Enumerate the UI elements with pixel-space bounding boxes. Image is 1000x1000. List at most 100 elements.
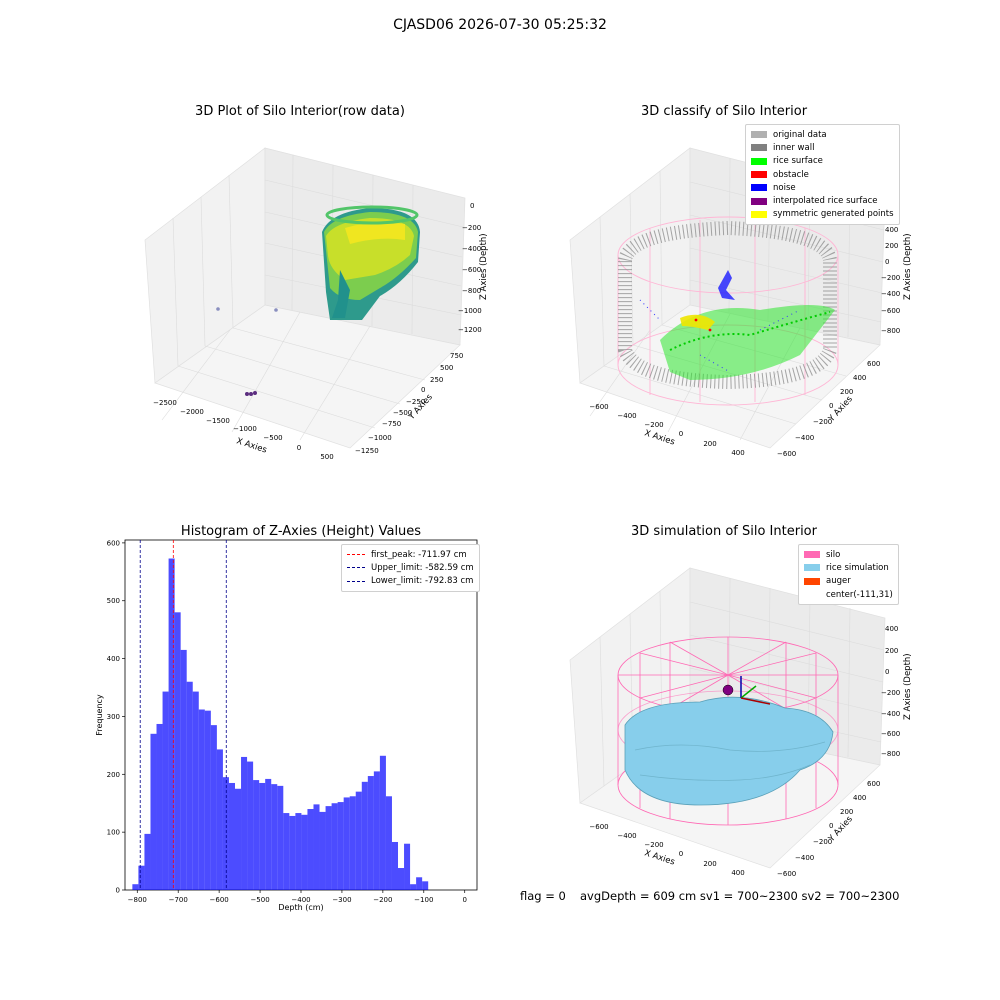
- tick-label: −2500: [153, 399, 177, 407]
- legend-swatch: [804, 577, 820, 585]
- tick-label: −200: [644, 421, 663, 429]
- y-tick-label: 200: [107, 771, 120, 779]
- panel-br-z-ticks: 400 200 0 −200 −400 −600 −800: [881, 625, 900, 758]
- tick-label: 200: [885, 242, 898, 250]
- histogram-bar: [265, 778, 272, 890]
- legend-swatch: [751, 171, 767, 179]
- histogram-bar: [398, 868, 405, 890]
- panel-tl-ylabel: Y Axies: [406, 392, 435, 423]
- panel-tl-title: 3D Plot of Silo Interior(row data): [195, 104, 405, 119]
- legend-swatch: [804, 591, 820, 598]
- legend-item-symmetric: symmetric generated points: [751, 208, 894, 221]
- histogram-bar: [150, 733, 157, 890]
- panel-tl-3d-plot: −2500 −2000 −1500 −1000 −500 0 500 X Axi…: [144, 147, 489, 461]
- tick-label: 0: [679, 430, 683, 438]
- histogram-y-ticks: 0 100 200 300 400 500 600: [107, 539, 125, 895]
- histogram-bar: [277, 785, 284, 890]
- legend-line: [347, 567, 365, 569]
- legend-swatch: [751, 210, 767, 218]
- tick-label: −2000: [180, 408, 204, 416]
- panel-tr-zlabel: Z Axies (Depth): [903, 233, 913, 300]
- histogram-bar: [289, 815, 296, 890]
- panel-br-zlabel: Z Axies (Depth): [903, 653, 913, 720]
- tick-label: −600: [881, 730, 900, 738]
- panel-tr-obstacle-points: [694, 318, 712, 332]
- y-tick-label: 300: [107, 713, 120, 721]
- tick-label: 400: [853, 794, 866, 802]
- tick-label: 0: [885, 258, 889, 266]
- panel-tr-title: 3D classify of Silo Interior: [640, 104, 808, 119]
- tick-label: −800: [881, 750, 900, 758]
- flag-text: flag = 0: [520, 889, 566, 903]
- histogram-x-ticks: −800 −700 −600 −500 −400 −300 −200 −100 0: [128, 890, 467, 904]
- histogram-chart: −800 −700 −600 −500 −400 −300 −200 −100 0 0 100 20…: [95, 539, 478, 912]
- histogram-bar: [259, 782, 266, 890]
- panel-br-rice-simulation: [624, 696, 834, 806]
- histogram-bar: [253, 780, 260, 890]
- panel-tr-legend: original data inner wall rice surface ob…: [745, 124, 900, 226]
- tick-label: −200: [813, 418, 832, 426]
- histogram-bar: [379, 755, 386, 890]
- panel-tr-y-ticks: 600 400 200 0 −200 −400 −600: [777, 360, 880, 458]
- legend-swatch: [751, 184, 767, 192]
- tick-label: 500: [440, 364, 453, 372]
- histogram-bar: [385, 796, 392, 890]
- legend-item-inner-wall: inner wall: [751, 141, 894, 154]
- tick-label: −800: [462, 287, 481, 295]
- histogram-bar: [416, 877, 423, 890]
- histogram-bar: [186, 681, 193, 890]
- tick-label: −600: [881, 307, 900, 315]
- legend-swatch: [751, 131, 767, 139]
- legend-item-noise: noise: [751, 181, 894, 194]
- tick-label: −400: [617, 412, 636, 420]
- panel-br-title: 3D simulation of Silo Interior: [631, 524, 817, 539]
- panel-tr-symmetric-points: [680, 314, 715, 330]
- panel-br-y-ticks: 600 400 200 0 −200 −400 −600: [777, 780, 880, 878]
- x-tick-label: −200: [373, 896, 392, 904]
- histogram-bar: [198, 709, 205, 890]
- tick-label: 0: [679, 850, 683, 858]
- histogram-title: Histogram of Z-Axies (Height) Values: [180, 524, 422, 539]
- x-tick-label: −100: [414, 896, 433, 904]
- panel-br-xlabel: X Axies: [643, 848, 676, 867]
- histogram-bar: [404, 843, 411, 890]
- histogram-bar: [216, 749, 223, 890]
- legend-item-lower-limit: Lower_limit: -792.83 cm: [347, 575, 474, 588]
- histogram-bar: [210, 725, 217, 890]
- tick-label: −400: [462, 245, 481, 253]
- histogram-bar: [367, 776, 374, 890]
- histogram-bars: [132, 558, 429, 890]
- histogram-bar: [355, 791, 362, 890]
- tick-label: 200: [840, 808, 853, 816]
- histogram-bar: [301, 814, 308, 890]
- legend-item-interpolated: interpolated rice surface: [751, 194, 894, 207]
- histogram-bar: [343, 797, 350, 890]
- histogram-bar: [313, 804, 320, 890]
- panel-tl-y-ticks: 750 500 250 0 −250 −500 −750 −1000 −1250: [355, 352, 463, 455]
- histogram-bar: [337, 802, 344, 890]
- tick-label: −400: [617, 832, 636, 840]
- panel-tr-x-ticks: −600 −400 −200 0 200 400: [589, 403, 744, 457]
- y-tick-label: 400: [107, 655, 120, 663]
- tick-label: 500: [320, 453, 333, 461]
- legend-swatch: [751, 197, 767, 205]
- tick-label: −250: [406, 398, 425, 406]
- histogram-bar: [325, 806, 332, 890]
- histogram-bar: [422, 881, 429, 890]
- histogram-bar: [235, 788, 242, 890]
- x-tick-label: −700: [169, 896, 188, 904]
- tick-label: −1500: [206, 417, 230, 425]
- x-tick-label: −600: [210, 896, 229, 904]
- tick-label: −750: [382, 420, 401, 428]
- histogram-bar: [162, 691, 169, 890]
- panel-tl-outlier-points: [216, 307, 278, 396]
- tick-label: −1000: [368, 434, 392, 442]
- tick-label: −1000: [233, 425, 257, 433]
- tick-label: 200: [840, 388, 853, 396]
- tick-label: −400: [881, 290, 900, 298]
- panel-br-legend: silo rice simulation auger center(-111,3…: [798, 544, 899, 606]
- panel-tl-silo-points: [322, 205, 420, 320]
- histogram-bar: [174, 612, 181, 890]
- panel-tr-noise-points: [639, 270, 801, 373]
- tick-label: 0: [829, 402, 833, 410]
